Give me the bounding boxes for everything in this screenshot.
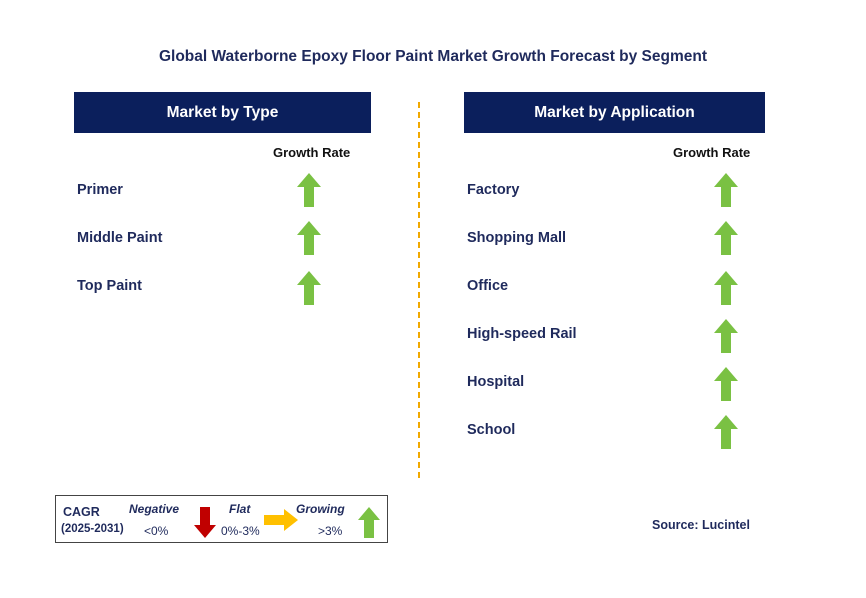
up-arrow-icon — [714, 173, 738, 207]
type-panel-header: Market by Type — [74, 92, 371, 133]
legend-flat-range: 0%-3% — [221, 524, 260, 538]
application-row-label-shopping-mall: Shopping Mall — [467, 230, 567, 246]
up-arrow-icon — [297, 221, 321, 255]
cagr-legend: CAGR (2025-2031) Negative <0% Flat 0%-3%… — [55, 495, 388, 543]
legend-period: (2025-2031) — [61, 523, 124, 535]
right-arrow-icon — [264, 509, 298, 531]
legend-cagr-label: CAGR — [63, 505, 100, 519]
type-growth-rate-label: Growth Rate — [273, 145, 351, 160]
legend-flat-label: Flat — [229, 502, 251, 516]
up-arrow-icon — [714, 221, 738, 255]
application-row-label-factory: Factory — [467, 182, 520, 198]
up-arrow-icon — [358, 507, 380, 538]
up-arrow-icon — [297, 271, 321, 305]
chart-title: Global Waterborne Epoxy Floor Paint Mark… — [158, 48, 708, 65]
up-arrow-icon — [297, 173, 321, 207]
application-growth-rate-label: Growth Rate — [673, 145, 751, 160]
application-row-label-hospital: Hospital — [467, 374, 525, 390]
down-arrow-icon — [194, 507, 216, 538]
up-arrow-icon — [714, 319, 738, 353]
legend-growing-label: Growing — [296, 502, 345, 516]
up-arrow-icon — [714, 415, 738, 449]
legend-negative-label: Negative — [129, 502, 180, 516]
type-row-label-middle-paint: Middle Paint — [77, 230, 163, 246]
application-row-label-school: School — [467, 422, 516, 438]
up-arrow-icon — [714, 271, 738, 305]
up-arrow-icon — [714, 367, 738, 401]
type-row-label-primer: Primer — [77, 182, 123, 198]
application-row-label-high-speed-rail: High-speed Rail — [467, 326, 577, 342]
legend-growing-range: >3% — [318, 524, 343, 538]
type-row-label-top-paint: Top Paint — [77, 278, 142, 294]
source-note: Source: Lucintel — [652, 518, 750, 532]
application-row-label-office: Office — [467, 278, 509, 294]
panel-divider — [418, 102, 420, 478]
legend-negative-range: <0% — [144, 524, 169, 538]
application-panel-header: Market by Application — [464, 92, 765, 133]
